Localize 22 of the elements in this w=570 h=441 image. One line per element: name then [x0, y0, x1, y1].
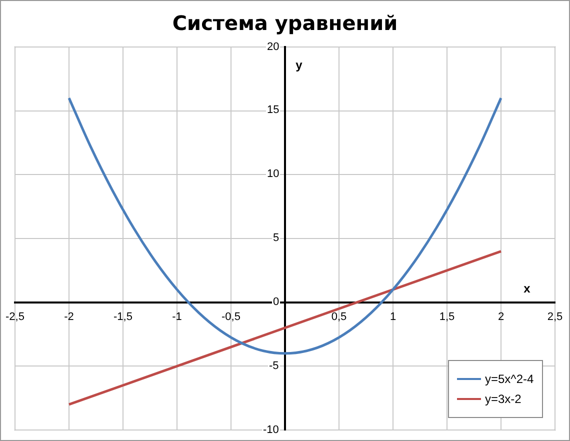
x-tick-label: 2,5 — [547, 310, 563, 323]
y-tick-label: 20 — [266, 40, 280, 52]
y-tick-label: -10 — [262, 424, 280, 436]
y-tick-label: -5 — [268, 360, 280, 372]
y-tick-label: 10 — [266, 168, 280, 180]
x-tick-label: -2 — [64, 310, 74, 323]
legend-label: y=5x^2-4 — [485, 372, 534, 386]
x-axis-title: x — [524, 281, 531, 296]
x-tick-label: -1,5 — [114, 310, 132, 323]
x-tick-label: 2 — [498, 310, 504, 323]
x-tick-label: 1 — [390, 310, 396, 323]
y-tick-label: 15 — [266, 104, 280, 116]
x-tick-label: 1,5 — [439, 310, 455, 323]
y-axis-title: y — [296, 58, 303, 72]
legend-label: y=3x-2 — [485, 392, 522, 406]
x-tick-label: -2,5 — [6, 310, 24, 323]
x-tick-label: -1 — [172, 310, 182, 323]
x-tick-label: 0,5 — [331, 310, 347, 323]
y-tick-label: 0 — [272, 296, 280, 308]
y-tick-label: 5 — [272, 232, 280, 244]
x-tick-label: -0,5 — [222, 310, 240, 323]
chart-title: Система уравнений — [172, 11, 398, 36]
